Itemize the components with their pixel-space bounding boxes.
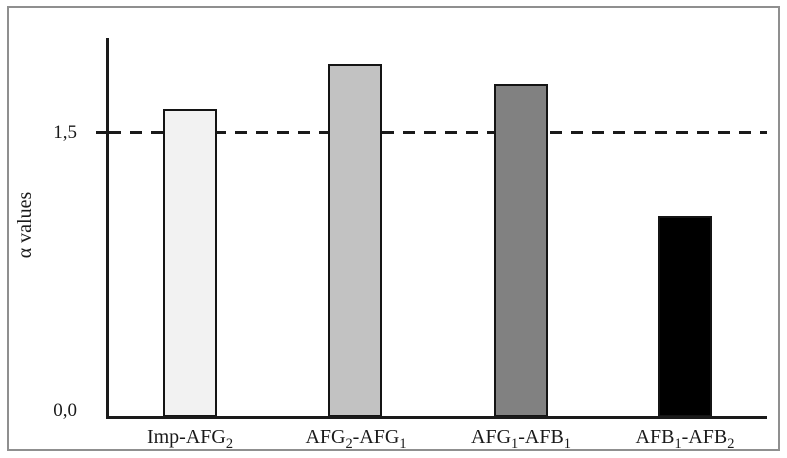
bar-afg2-afg1 — [328, 64, 382, 417]
y-axis-title: α values — [14, 191, 36, 259]
x-category-label: Imp-AFG2 — [146, 426, 234, 452]
y-tick-mark-1-5 — [96, 131, 117, 134]
bar-imp-afg2 — [163, 109, 217, 417]
bar-afg1-afb1 — [494, 84, 548, 417]
x-category-label: AFB1-AFB2 — [635, 426, 735, 452]
x-category-label: AFG1-AFB1 — [471, 426, 571, 452]
x-category-label: AFG2-AFG1 — [305, 426, 407, 452]
bar-afb1-afb2 — [658, 216, 712, 417]
figure-border-frame: α values 1,5 0,0 Imp-AFG2 AFG2-AFG1 AFG1… — [7, 6, 780, 451]
reference-dashed-line — [109, 131, 767, 134]
x-axis-line — [106, 416, 767, 419]
y-tick-label-0-0: 0,0 — [53, 400, 77, 421]
y-tick-label-1-5: 1,5 — [53, 122, 77, 143]
y-axis-line — [106, 38, 109, 419]
